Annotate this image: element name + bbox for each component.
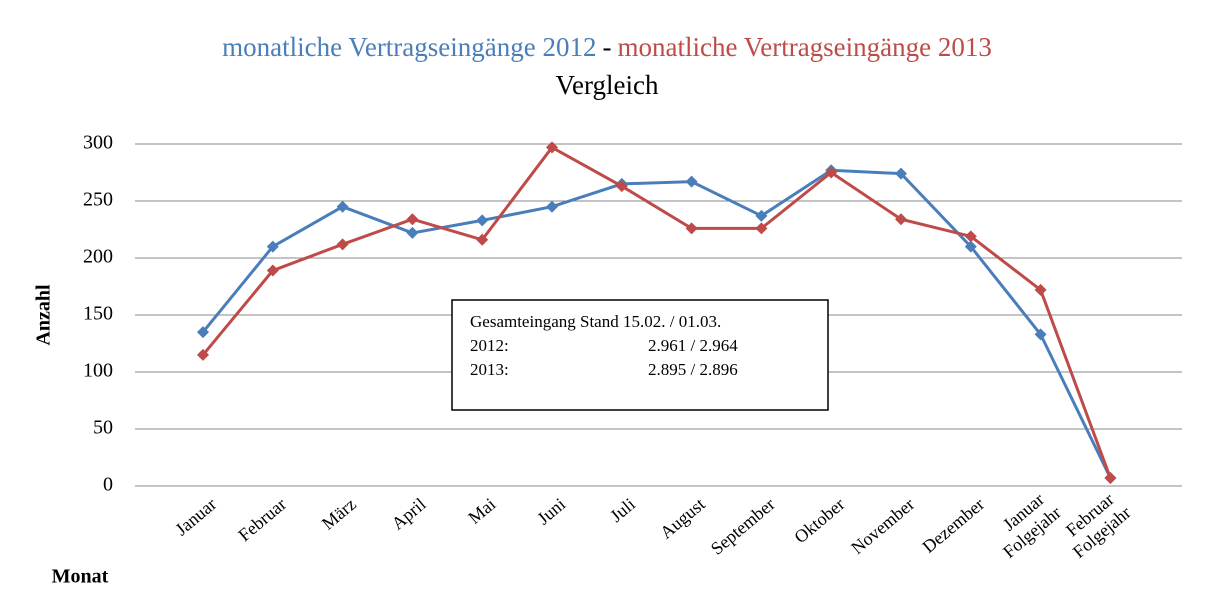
data-point — [895, 167, 907, 180]
data-point — [336, 200, 349, 213]
annotation-heading: Gesamteingang Stand 15.02. / 01.03. — [470, 312, 721, 331]
title-2013: monatliche Vertragseingänge 2013 — [618, 32, 992, 62]
data-point — [825, 166, 838, 179]
data-point — [546, 200, 558, 213]
annotation-year: 2013: — [470, 360, 509, 379]
x-axis-label: Monat — [52, 566, 109, 588]
data-point — [685, 222, 698, 235]
data-point — [685, 175, 698, 188]
data-point — [615, 180, 628, 193]
data-point — [476, 214, 489, 227]
series-line — [201, 145, 1112, 479]
data-point — [197, 348, 209, 361]
data-point — [964, 240, 977, 253]
data-point — [1104, 472, 1117, 485]
y-axis-label: Anzahl — [33, 284, 55, 346]
data-point — [895, 213, 907, 226]
data-point — [406, 226, 419, 239]
title-2012: monatliche Vertragseingänge 2012 — [222, 32, 596, 62]
y-tick-label: 200 — [83, 246, 113, 268]
title-separator: - — [603, 32, 612, 62]
data-point — [755, 222, 768, 235]
data-point — [197, 326, 209, 339]
data-point — [336, 238, 349, 251]
y-tick-label: 150 — [83, 303, 113, 325]
chart-subtitle: Vergleich — [556, 70, 659, 100]
annotation-box — [451, 299, 829, 411]
y-tick-label: 0 — [103, 474, 113, 496]
y-tick-label: 100 — [83, 360, 113, 382]
data-point — [476, 233, 489, 246]
annotation-total: 2.895 / 2.896 — [648, 360, 738, 379]
annotation-year: 2012: — [470, 336, 509, 355]
data-point — [266, 240, 279, 253]
data-point — [755, 209, 768, 222]
data-point — [406, 213, 419, 226]
y-tick-label: 50 — [93, 417, 113, 439]
y-tick-label: 250 — [83, 189, 113, 211]
chart-title: monatliche Vertragseingänge 2012- monatli… — [222, 32, 992, 62]
data-point — [266, 264, 279, 277]
data-point — [1034, 328, 1047, 341]
data-point — [1034, 283, 1047, 296]
data-point — [964, 230, 977, 243]
annotation-total: 2.961 / 2.964 — [648, 336, 738, 355]
data-point — [546, 141, 558, 154]
y-tick-label: 300 — [83, 132, 113, 154]
